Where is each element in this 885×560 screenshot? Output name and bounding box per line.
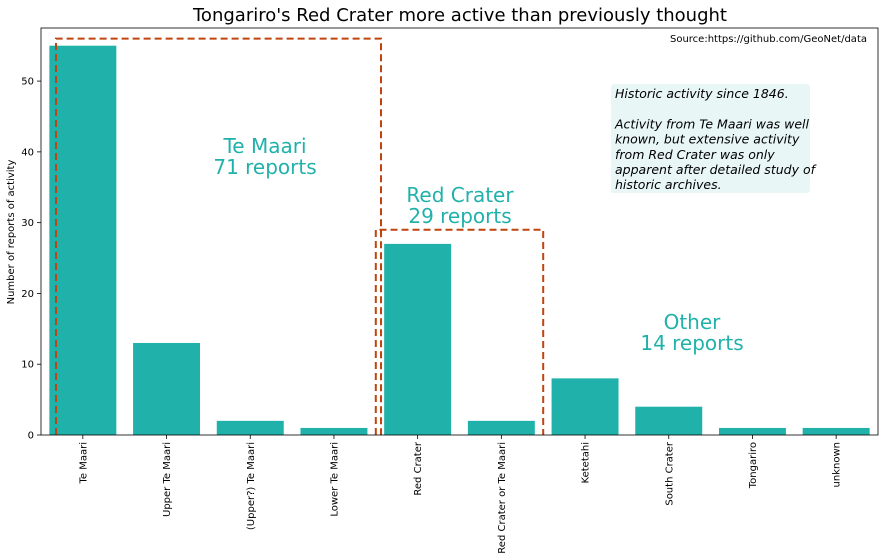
source-text: Source:https://github.com/GeoNet/data (670, 34, 867, 45)
bar (467, 420, 535, 435)
x-tick-label: South Crater (664, 441, 675, 506)
x-tick-label: Upper Te Maari (162, 442, 173, 517)
bar (718, 427, 786, 435)
y-tick-label: 50 (21, 77, 34, 88)
plot-frame (40, 27, 879, 436)
x-tick-label: Te Maari (78, 442, 89, 485)
group-label: 14 reports (640, 331, 743, 355)
note-line: apparent after detailed study of (615, 162, 817, 177)
y-tick-label: 40 (21, 147, 34, 158)
x-tick-label: unknown (832, 442, 843, 487)
note-box (611, 84, 810, 193)
note-line: Activity from Te Maari was well (614, 116, 809, 131)
annotation-note: Historic activity since 1846. Activity fr… (611, 84, 817, 193)
bar (802, 427, 870, 435)
bar (300, 427, 368, 435)
y-axis-label: Number of reports of activity (6, 160, 17, 305)
bar (133, 342, 201, 435)
chart-title: Tongariro's Red Crater more active than … (192, 5, 727, 26)
group-label: 29 reports (408, 204, 511, 228)
x-tick-label: Ketetahi (581, 442, 592, 483)
y-tick-label: 20 (21, 289, 34, 300)
axes: 0 10 20 30 40 50 Te Maari Upper Te Maari (Upper?… (21, 27, 879, 554)
group-label: Other (664, 310, 722, 334)
group-label: 71 reports (213, 155, 316, 179)
x-tick-label: Red Crater (413, 441, 424, 495)
bar (635, 406, 703, 435)
y-tick-label: 30 (21, 218, 34, 229)
group-boxes (55, 37, 545, 435)
group-box (55, 37, 382, 435)
note-line: from Red Crater was only (615, 147, 775, 162)
note-line: Historic activity since 1846. (615, 86, 789, 101)
x-tick-label: Tongariro (748, 442, 759, 489)
bar (384, 243, 452, 435)
bar (551, 378, 619, 435)
note-line: historic archives. (615, 177, 722, 192)
y-tick-label: 0 (28, 431, 34, 442)
x-tick-label: Lower Te Maari (329, 442, 340, 517)
group-label: Red Crater (406, 183, 514, 207)
group-box (374, 228, 545, 435)
bar (49, 45, 117, 436)
x-tick-label: Red Crater or Te Maari (497, 442, 508, 554)
bars (49, 45, 870, 436)
bar (216, 420, 284, 435)
x-tick-label: (Upper?) Te Maari (246, 442, 257, 530)
note-line: known, but extensive activity (615, 132, 800, 147)
y-tick-label: 10 (21, 360, 34, 371)
group-label: Te Maari (222, 134, 306, 158)
